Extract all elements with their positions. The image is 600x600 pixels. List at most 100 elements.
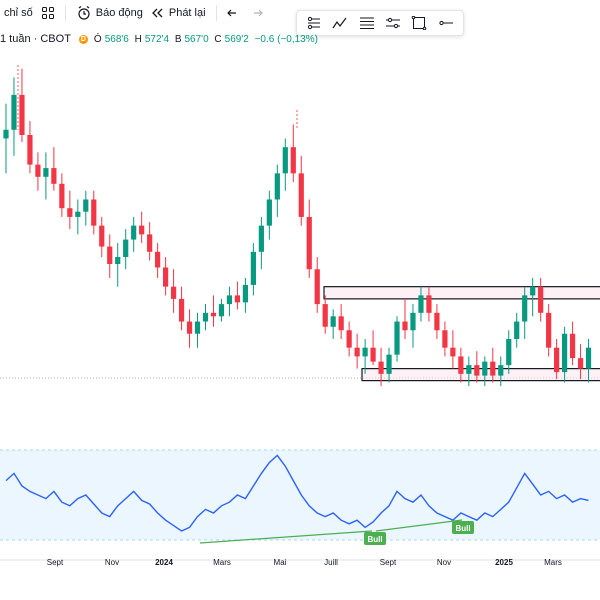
open-key: Ó: [93, 33, 102, 45]
candle: [298, 155, 304, 226]
rsi-band: [0, 450, 600, 540]
candle: [569, 321, 576, 366]
support-zone[interactable]: [361, 368, 600, 382]
candle: [585, 338, 592, 383]
candle: [258, 216, 264, 270]
candle: [115, 243, 121, 287]
indicators-button[interactable]: chỉ số: [0, 2, 37, 24]
candle: [410, 304, 416, 348]
candle: [458, 347, 464, 383]
rectangle-tool[interactable]: [408, 12, 430, 34]
candle: [139, 211, 145, 244]
candle: [314, 257, 320, 313]
rsi-line: [5, 454, 589, 532]
candle: [202, 304, 209, 331]
candle: [466, 356, 472, 387]
candle: [163, 257, 169, 296]
close-key: C: [214, 33, 222, 45]
symbol-title[interactable]: 1 tuần · CBOT: [0, 33, 71, 45]
candle: [370, 330, 376, 366]
candle: [11, 77, 17, 156]
candle: [131, 216, 137, 252]
undo-button[interactable]: [223, 2, 245, 24]
candle: [450, 330, 456, 369]
open-value: 568'6: [104, 33, 129, 45]
candle: [546, 304, 552, 357]
x-tick-label: Nov: [105, 558, 119, 567]
alert-label: Báo động: [95, 7, 143, 19]
ohlc-values: Ó 568'6 H 572'4 B 567'0 C 569'2 −0.6 (−0,13%…: [94, 34, 321, 45]
candle: [386, 347, 392, 383]
divergence-line-1: [199, 530, 373, 544]
candle: [186, 309, 193, 348]
candle-series: [3, 68, 592, 387]
candle: [322, 295, 328, 334]
candle: [290, 124, 296, 183]
close-value: 569'2: [224, 33, 249, 45]
candle: [434, 304, 440, 339]
undo-icon: [226, 9, 236, 17]
candle: [250, 243, 256, 296]
x-tick-label: Sept: [47, 558, 64, 567]
candle: [402, 298, 408, 339]
trendline-tool[interactable]: [303, 12, 325, 34]
candle: [554, 338, 560, 380]
lines-tool[interactable]: [356, 12, 378, 34]
candle: [123, 229, 129, 270]
candle: [330, 309, 336, 339]
ray-icon: [439, 20, 453, 26]
candle: [506, 330, 512, 374]
parallel-tool[interactable]: [382, 12, 404, 34]
bull-signal-label[interactable]: Bull: [364, 532, 386, 545]
redo-icon: [253, 9, 263, 17]
grid-icon: [41, 7, 54, 19]
candle: [178, 286, 185, 331]
candle: [482, 356, 488, 387]
candle: [346, 321, 352, 357]
x-tick-label: 2025: [495, 558, 513, 567]
candle: [35, 152, 41, 191]
candle: [226, 286, 233, 317]
candle: [51, 147, 57, 191]
sliders-icon: [386, 17, 401, 29]
x-tick-label: 2024: [155, 558, 173, 567]
x-tick-label: Mai: [274, 558, 287, 567]
delayed-badge: D: [78, 34, 88, 44]
candle: [107, 234, 113, 278]
resistance-zone[interactable]: [323, 286, 600, 300]
candle: [210, 295, 217, 327]
replay-label: Phát lại: [168, 7, 206, 19]
replay-button[interactable]: Phát lại: [147, 2, 210, 24]
candle: [19, 68, 25, 142]
candle: [43, 152, 49, 200]
candle: [394, 316, 400, 362]
line-settings-icon: [308, 16, 321, 30]
templates-button[interactable]: [37, 2, 59, 24]
x-tick-label: Sept: [380, 558, 397, 567]
candle: [474, 351, 480, 383]
candle: [577, 344, 584, 380]
rectangle-icon: [412, 16, 427, 30]
candle: [442, 321, 448, 357]
candle: [3, 103, 9, 174]
bull-signal-label[interactable]: Bull: [452, 521, 474, 534]
candle: [426, 286, 432, 322]
path-tool[interactable]: [329, 12, 351, 34]
candle: [378, 347, 384, 387]
candle: [338, 304, 344, 339]
alert-button[interactable]: Báo động: [72, 2, 147, 24]
candle: [99, 216, 105, 258]
change-value: −0.6 (−0,13%): [254, 33, 318, 45]
high-value: 572'4: [144, 33, 170, 45]
redo-button[interactable]: [245, 2, 267, 24]
candle: [562, 326, 568, 383]
candle: [147, 222, 153, 261]
horizontal-lines-icon: [359, 17, 374, 29]
ray-tool[interactable]: [435, 12, 457, 34]
rsi-series: [5, 454, 589, 532]
candle: [522, 286, 528, 339]
drawing-toolbar: [296, 10, 464, 36]
bull-signal-text: Bull: [455, 524, 470, 533]
candle: [498, 356, 504, 387]
